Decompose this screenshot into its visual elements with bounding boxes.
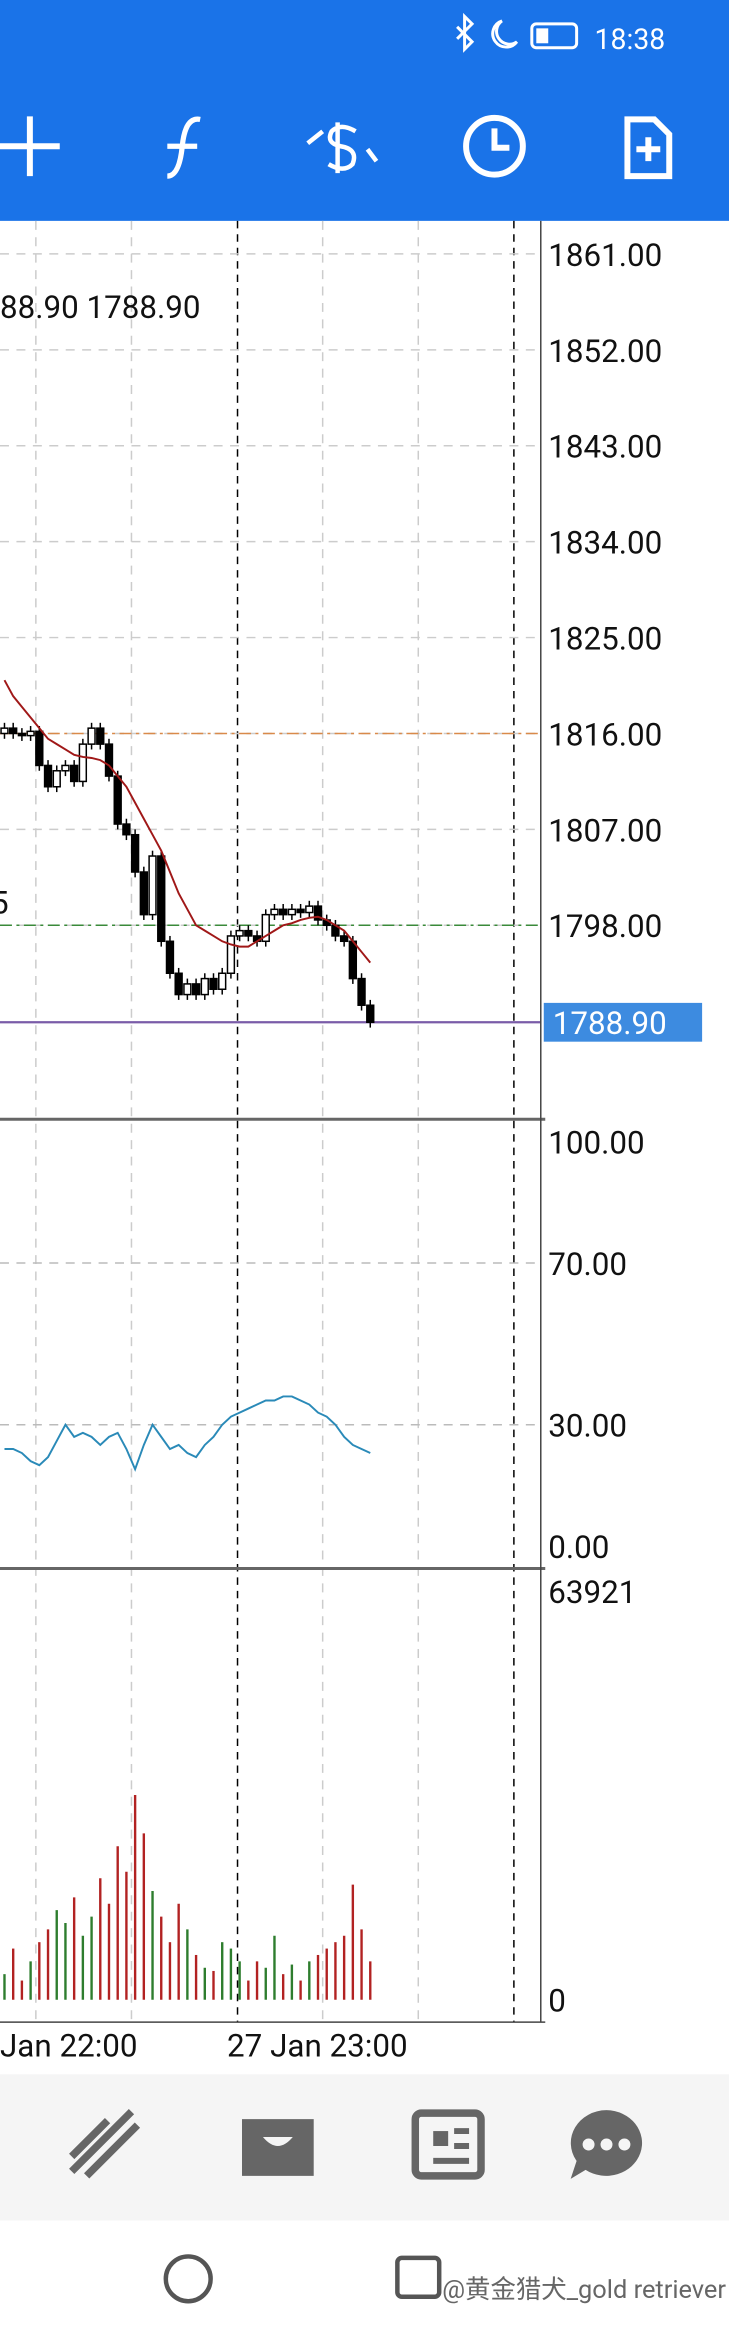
candle-body [69,764,79,783]
candle-body [113,775,122,825]
y-tick-label: 1852.00 [548,333,662,370]
indicators-button[interactable] [166,116,201,179]
candle-body [165,940,175,975]
candle-body [35,730,44,767]
bottom-nav-icons [69,2109,643,2180]
volume-tick-label: 63921 [548,1574,636,1611]
candle-body [305,905,314,914]
candle-body [278,908,288,916]
x-tick-label: Jan 22:00 [0,2027,138,2064]
candle-body [270,908,279,916]
volume-tick-label: 0 [548,1983,566,2020]
rsi-tick-label: 70.00 [548,1246,627,1283]
candle-body [130,833,140,873]
toolbar [0,114,673,180]
candle-body [9,727,18,735]
candle-body [104,743,114,777]
rsi-tick-label: 30.00 [548,1408,627,1445]
period-button[interactable] [463,114,526,178]
y-tick-label: 1825.00 [548,621,662,658]
candle-body [87,727,96,745]
recent-button[interactable] [395,2255,442,2299]
y-tick-label: 1807.00 [548,812,662,849]
candle-body [313,905,323,921]
y-tick-label: 1816.00 [548,716,662,753]
candle-body [174,972,183,996]
candle-body [200,977,209,996]
candle-body [61,764,70,772]
candle-body [96,727,105,745]
chat-tab[interactable] [570,2110,643,2179]
y-tick-label: 1843.00 [548,429,662,466]
y-tick-label: 1834.00 [548,525,662,562]
rsi-tick-label: 100.00 [548,1125,644,1162]
trade-button[interactable] [306,122,379,174]
rsi-line [4,1395,371,1472]
candle-body [78,743,88,783]
ma-line [3,679,372,964]
status-time: 18:38 [595,23,666,56]
candle-body [43,764,53,788]
candle-body [139,871,149,916]
quotes-tab[interactable] [69,2109,141,2179]
current-price-label: 1788.90 [553,1005,667,1042]
rsi-tick-label: 0.00 [548,1529,609,1566]
current-price-badge [543,1002,703,1042]
price-info: 5 [0,884,9,921]
candle-body [26,730,35,737]
app-bar [0,0,729,221]
candle-body [209,977,218,990]
x-tick-label: 27 Jan 23:00 [227,2027,408,2064]
candle-body [244,929,253,937]
candle-body [157,855,166,943]
candle-body [0,727,9,735]
candle-body [191,983,201,996]
candle-body [183,983,192,996]
y-tick-label: 1861.00 [548,237,662,274]
candle-body [287,908,297,916]
candle-body [17,732,27,737]
candle-body [148,855,157,916]
candle-body [348,940,358,980]
candle-body [357,977,366,1006]
candle-body [218,972,227,990]
candle-body [122,823,131,836]
news-tab[interactable] [411,2109,485,2180]
chart-area: 1861.00 1852.00 1843.00 1834.00 1825.00 1816.… [0,220,703,2064]
candle-body [339,935,349,943]
system-nav [0,2220,729,2340]
candle-body [366,1004,375,1024]
candle-body [296,908,305,914]
watermark: @黄金猎犬_gold retriever [442,2275,726,2305]
template-button[interactable] [624,116,673,180]
candle-body [235,929,244,937]
candle-body [52,770,61,788]
trade-tab[interactable] [242,2119,314,2176]
y-tick-label: 1798.00 [548,908,662,945]
price-info: 88.90 1788.90 [0,289,201,326]
candle-body [261,913,270,943]
home-button[interactable] [163,2254,213,2304]
crosshair-button[interactable] [0,116,60,177]
candle-body [226,935,236,975]
status-icons [456,12,579,53]
